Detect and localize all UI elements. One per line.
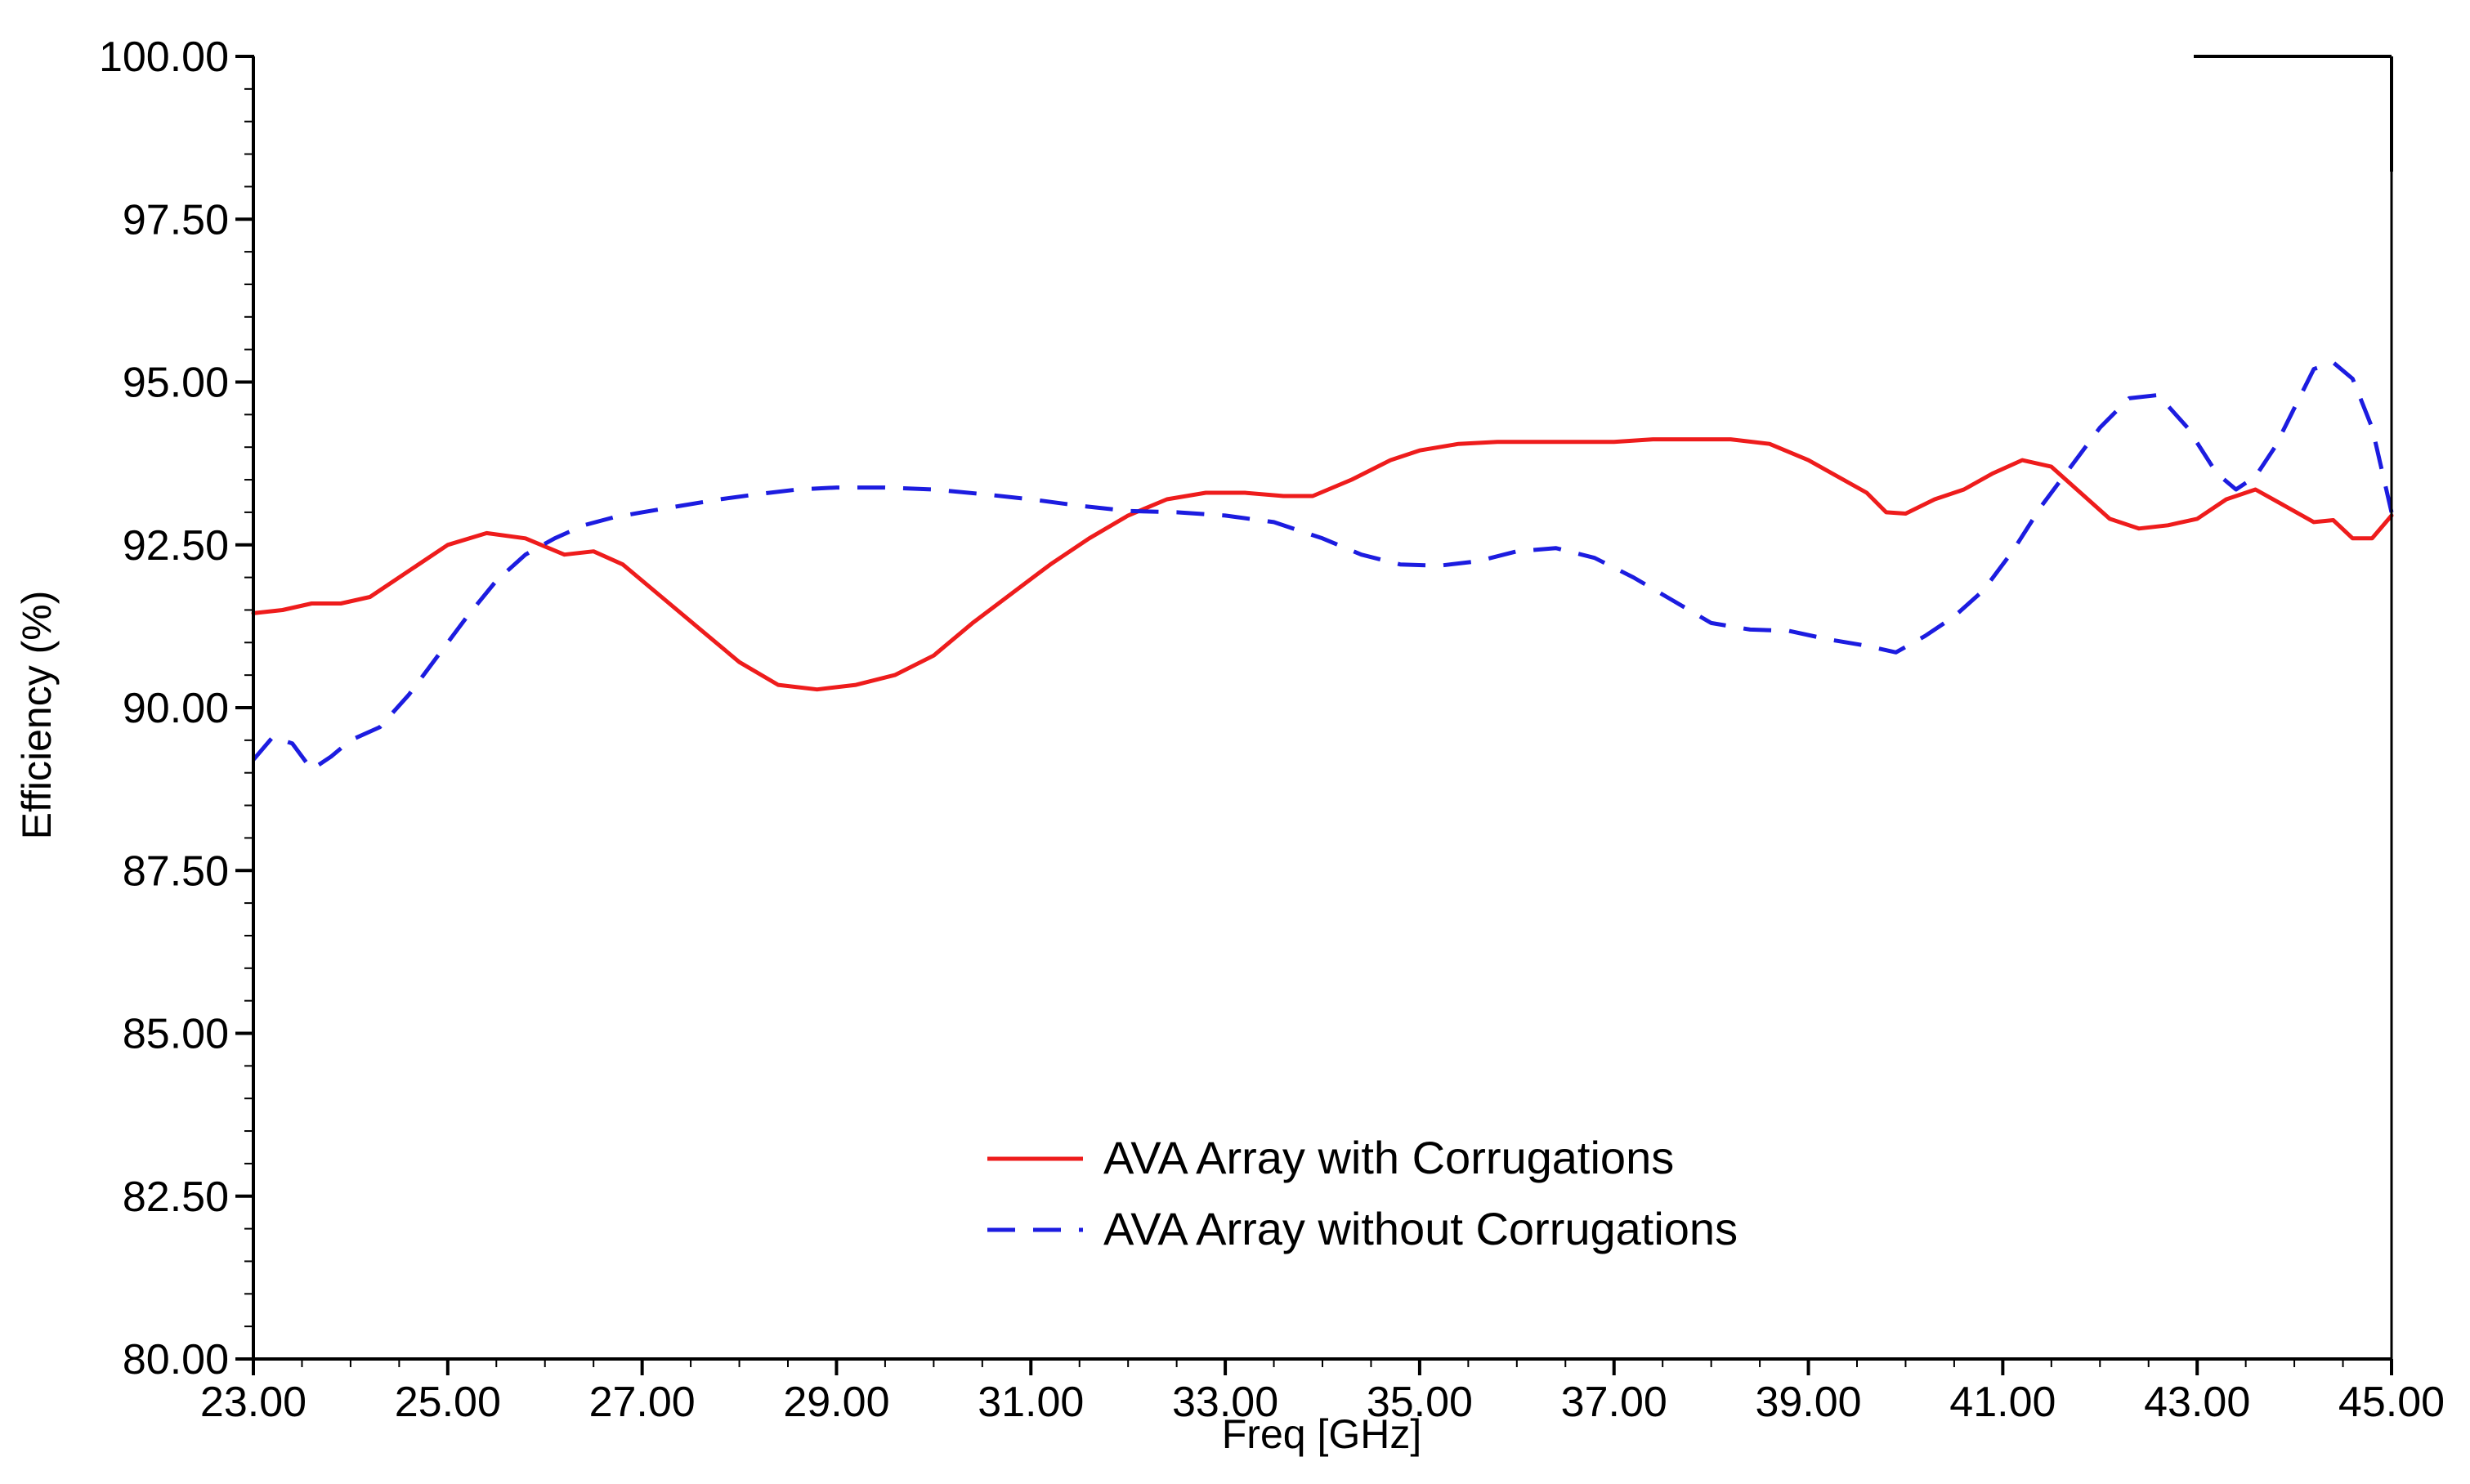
x-tick-label: 31.00 (978, 1379, 1084, 1426)
y-tick-label: 82.50 (123, 1173, 229, 1221)
x-tick-label: 35.00 (1367, 1379, 1473, 1426)
x-tick-label: 23.00 (200, 1379, 307, 1426)
x-tick-label: 27.00 (589, 1379, 696, 1426)
y-tick-label: 97.50 (123, 196, 229, 244)
series-line-with-corrugations (251, 437, 2394, 692)
x-tick-label: 43.00 (2144, 1379, 2250, 1426)
x-axis-title: Freq [GHz] (1222, 1411, 1421, 1457)
x-tick-label: 41.00 (1949, 1379, 2056, 1426)
ticks-layer (235, 55, 2393, 1375)
y-tick-label: 85.00 (123, 1011, 229, 1058)
series-line-without-corrugations (252, 360, 2394, 772)
x-tick-label: 39.00 (1755, 1379, 1861, 1426)
y-tick-label: 95.00 (123, 360, 229, 407)
x-tick-label: 45.00 (2338, 1379, 2445, 1426)
y-tick-label: 90.00 (123, 685, 229, 732)
legend-label-without-corrugations: AVA Array without Corrugations (1103, 1203, 1738, 1254)
legend-label-with-corrugations: AVA Array with Corrugations (1103, 1132, 1674, 1183)
x-tick-label: 29.00 (783, 1379, 889, 1426)
y-tick-label: 80.00 (123, 1336, 229, 1383)
x-tick-label: 33.00 (1172, 1379, 1278, 1426)
legend: AVA Array with Corrugations AVA Array wi… (987, 1132, 1738, 1254)
y-tick-label: 87.50 (123, 847, 229, 895)
x-tick-label: 37.00 (1561, 1379, 1667, 1426)
labels-layer: 80.00 82.50 85.00 87.50 90.00 92.50 95.00 97.50… (99, 34, 2445, 1426)
y-tick-label: 92.50 (123, 522, 229, 570)
y-tick-label: 100.00 (99, 34, 229, 81)
series-layer (251, 360, 2394, 772)
y-axis-title: Efficiency (%) (14, 591, 60, 840)
x-tick-label: 25.00 (395, 1379, 501, 1426)
